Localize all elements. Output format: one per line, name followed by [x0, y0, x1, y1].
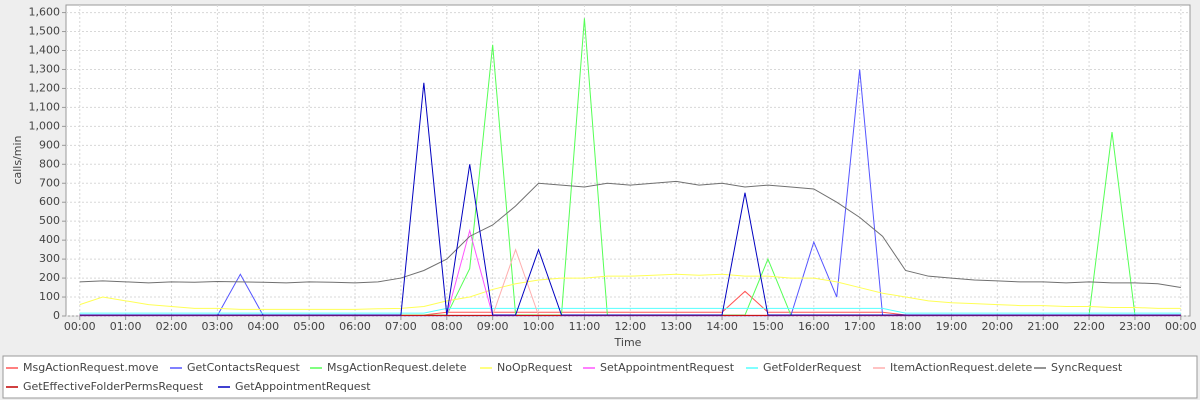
x-tick-label: 19:00 [936, 320, 968, 333]
y-tick-label: 1,400 [29, 44, 61, 57]
y-tick-label: 0 [53, 309, 60, 322]
legend-label: GetEffectiveFolderPermsRequest [23, 380, 204, 393]
y-tick-label: 100 [39, 290, 60, 303]
legend-label: ItemActionRequest.delete [890, 361, 1033, 374]
y-tick-label: 1,100 [29, 100, 61, 113]
x-axis-label: Time [614, 336, 642, 349]
x-tick-label: 08:00 [431, 320, 463, 333]
y-tick-label: 400 [39, 233, 60, 246]
legend-label: SetAppointmentRequest [600, 361, 735, 374]
x-tick-label: 10:00 [523, 320, 555, 333]
x-tick-label: 22:00 [1073, 320, 1105, 333]
x-tick-label: 15:00 [752, 320, 784, 333]
x-tick-label: 06:00 [339, 320, 371, 333]
y-tick-label: 500 [39, 214, 60, 227]
x-tick-label: 13:00 [660, 320, 692, 333]
x-tick-label: 03:00 [202, 320, 234, 333]
y-axis-label: calls/min [11, 135, 24, 184]
series-line [79, 180, 1181, 289]
x-tick-label: 07:00 [385, 320, 417, 333]
y-tick-label: 800 [39, 157, 60, 170]
y-tick-label: 1,000 [29, 119, 61, 132]
y-tick-label: 300 [39, 252, 60, 265]
legend-label: NoOpRequest [497, 361, 573, 374]
x-tick-label: 04:00 [247, 320, 279, 333]
legend-label: MsgActionRequest.move [23, 361, 159, 374]
x-tick-label: 00:00 [1165, 320, 1197, 333]
legend-label: MsgActionRequest.delete [327, 361, 467, 374]
x-tick-label: 16:00 [798, 320, 830, 333]
y-tick-label: 1,200 [29, 81, 61, 94]
x-tick-label: 01:00 [110, 320, 142, 333]
y-tick-label: 600 [39, 195, 60, 208]
x-tick-label: 09:00 [477, 320, 509, 333]
plot-area [65, 4, 1191, 317]
y-tick-label: 900 [39, 138, 60, 151]
y-tick-label: 700 [39, 176, 60, 189]
x-tick-label: 11:00 [569, 320, 601, 333]
x-tick-label: 21:00 [1027, 320, 1059, 333]
y-tick-label: 1,500 [29, 25, 61, 38]
x-tick-label: 23:00 [1119, 320, 1151, 333]
x-tick-label: 20:00 [981, 320, 1013, 333]
x-tick-label: 05:00 [293, 320, 325, 333]
y-tick-label: 200 [39, 271, 60, 284]
legend [2, 355, 1198, 399]
legend-label: GetAppointmentRequest [235, 380, 371, 393]
legend-label: GetContactsRequest [187, 361, 301, 374]
x-tick-label: 17:00 [844, 320, 876, 333]
y-tick-label: 1,600 [29, 6, 61, 19]
series-line [79, 82, 1181, 316]
series-line [79, 307, 1181, 314]
x-tick-label: 12:00 [614, 320, 646, 333]
x-tick-label: 14:00 [706, 320, 738, 333]
legend-label: SyncRequest [1051, 361, 1123, 374]
legend-label: GetFolderRequest [763, 361, 862, 374]
x-tick-label: 02:00 [156, 320, 188, 333]
x-tick-label: 00:00 [64, 320, 96, 333]
x-tick-label: 18:00 [890, 320, 922, 333]
series-line [79, 273, 1181, 310]
y-tick-label: 1,300 [29, 62, 61, 75]
